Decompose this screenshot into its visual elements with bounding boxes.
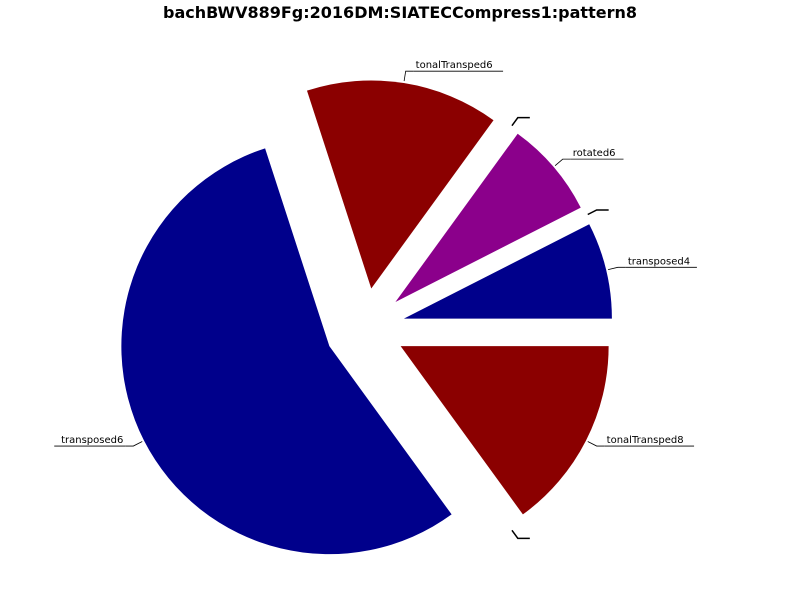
leader-line-transposed-4-0 bbox=[607, 266, 626, 271]
leader-line-unlabeled-3 bbox=[511, 116, 530, 127]
slice-label-tonal-transped-6: tonalTransped6 bbox=[416, 60, 493, 71]
leader-line-tonal-transped-6-4 bbox=[403, 70, 414, 82]
leader-line-transposed-6-5 bbox=[125, 441, 143, 447]
leader-line-unlabeled-6 bbox=[511, 529, 530, 540]
pie-slice-rotated-6-2 bbox=[395, 133, 581, 303]
slice-label-transposed-4: transposed4 bbox=[628, 256, 690, 267]
slice-label-rotated-6: rotated6 bbox=[573, 148, 616, 159]
leader-line-unlabeled-1 bbox=[587, 209, 609, 216]
leader-line-tonal-transped-8-7 bbox=[587, 441, 605, 447]
pie-slice-transposed-4-0 bbox=[403, 224, 612, 319]
pie-labels: transposed4 rotated6 tonalTransped6 transpo… bbox=[54, 60, 697, 540]
slice-label-transposed-6: transposed6 bbox=[61, 435, 123, 446]
chart-title: bachBWV889Fg:2016DM:SIATECCompress1:patt… bbox=[163, 3, 637, 22]
pie-slice-tonal-transped-8-7 bbox=[400, 346, 609, 515]
pie-slice-tonal-transped-6-4 bbox=[306, 80, 494, 289]
slice-label-tonal-transped-8: tonalTransped8 bbox=[607, 435, 684, 446]
pie-slices bbox=[121, 80, 612, 555]
leader-line-rotated-6-2 bbox=[554, 158, 571, 166]
pie-slice-transposed-6-5 bbox=[121, 148, 452, 555]
